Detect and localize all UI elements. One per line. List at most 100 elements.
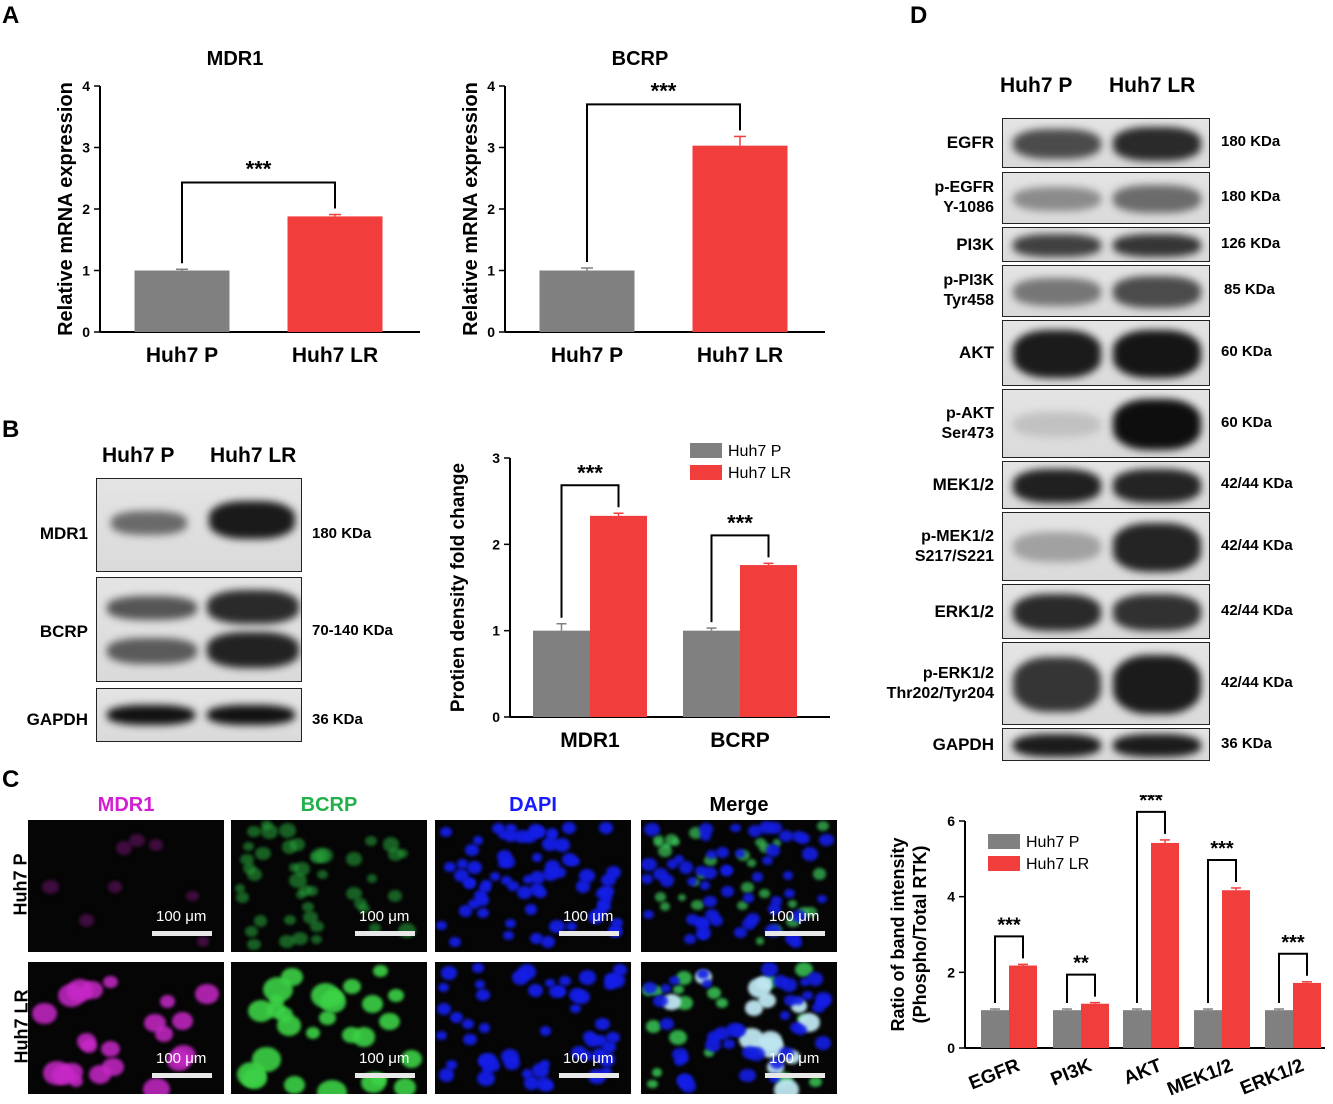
legend-label: Huh7 P xyxy=(728,443,781,460)
bar xyxy=(539,270,635,332)
cell-spot xyxy=(695,925,712,940)
cell-spot xyxy=(599,885,615,898)
cell-spot xyxy=(367,874,378,883)
cell-spot xyxy=(662,841,671,849)
cell-spot xyxy=(373,964,388,978)
cell-spot xyxy=(243,842,254,852)
cell-spot xyxy=(528,984,544,998)
cell-spot xyxy=(478,882,491,893)
cell-spot xyxy=(171,1012,193,1031)
cell-spot xyxy=(677,1054,689,1064)
micrograph-mdr1-huh7-p: 100 μm xyxy=(28,820,224,952)
cell-spot xyxy=(450,1012,464,1024)
cell-spot xyxy=(530,870,546,884)
micrograph-bcrp-huh7-lr: 100 μm xyxy=(231,962,427,1094)
band xyxy=(1013,330,1101,378)
cell-spot xyxy=(579,970,597,985)
cell-spot xyxy=(262,976,293,1003)
cell-spot xyxy=(641,857,658,872)
blot-d-row-label-line: S217/S221 xyxy=(914,547,994,565)
cell-spot xyxy=(317,869,328,879)
legend-label: Huh7 P xyxy=(1026,834,1079,851)
cell-spot xyxy=(730,823,741,833)
cell-spot xyxy=(655,892,667,902)
cell-spot xyxy=(600,894,612,904)
bar xyxy=(740,565,797,717)
cell-spot xyxy=(751,871,764,882)
cell-spot xyxy=(476,895,490,907)
cell-spot xyxy=(651,1067,663,1077)
cell-spot xyxy=(745,912,761,925)
cell-spot xyxy=(242,862,257,875)
cell-spot xyxy=(284,914,297,925)
cell-spot xyxy=(584,1034,600,1047)
y-tick-label: 2 xyxy=(82,201,90,217)
blot-d-lane-row xyxy=(1002,265,1210,317)
significance-bracket xyxy=(1278,952,1308,1004)
cell-spot xyxy=(768,903,782,915)
cell-spot xyxy=(762,855,774,865)
cell-spot xyxy=(738,1028,765,1050)
x-tick-label: EGFR xyxy=(966,1055,1023,1094)
cell-spot xyxy=(772,839,782,847)
cell-spot xyxy=(784,888,796,899)
cell-spot xyxy=(237,1061,266,1087)
blot-d-row-label: ERK1/2 xyxy=(840,602,994,622)
cell-spot xyxy=(476,907,489,919)
cell-spot xyxy=(767,821,782,834)
cell-spot xyxy=(756,975,773,990)
cell-spot xyxy=(703,1047,715,1058)
blot-d-row-label-line: EGFR xyxy=(946,133,994,152)
cell-spot xyxy=(503,930,514,940)
cell-spot xyxy=(559,975,572,987)
band xyxy=(1113,126,1201,162)
cell-spot xyxy=(67,979,94,1002)
bar xyxy=(1265,1010,1293,1048)
cell-spot xyxy=(596,899,608,909)
cell-spot xyxy=(291,931,308,946)
cell-spot xyxy=(159,995,176,1009)
cell-spot xyxy=(76,1032,97,1050)
significance-label: ** xyxy=(1073,953,1089,975)
cell-spot xyxy=(792,995,805,1006)
blot-d-kda: 126 KDa xyxy=(1221,234,1281,252)
significance-bracket xyxy=(586,103,741,263)
scale-bar-label: 100 μm xyxy=(359,908,410,925)
scale-bar-label: 100 μm xyxy=(156,1050,207,1067)
lane-header-huh7-lr: Huh7 LR xyxy=(210,444,297,467)
cell-spot xyxy=(748,825,763,838)
cell-spot xyxy=(255,846,271,860)
column-header-dapi: DAPI xyxy=(509,794,557,816)
cell-spot xyxy=(540,935,556,948)
legend-swatch xyxy=(988,834,1020,849)
blot-d-row-label-line: p-EGFR xyxy=(934,179,994,196)
blot-b-lane-gapdh xyxy=(96,688,302,742)
x-tick-label: PI3K xyxy=(1048,1055,1095,1090)
cell-spot xyxy=(697,918,710,929)
cell-spot xyxy=(128,833,145,848)
cell-spot xyxy=(705,850,717,860)
cell-spot xyxy=(612,963,627,976)
cell-spot xyxy=(580,1050,593,1061)
blot-d-row-label-line: MEK1/2 xyxy=(932,475,994,494)
cell-spot xyxy=(770,1057,785,1069)
cell-spot xyxy=(298,884,313,897)
cell-spot xyxy=(702,979,713,988)
cell-spot xyxy=(716,846,730,859)
cell-spot xyxy=(773,1079,799,1094)
cell-spot xyxy=(757,993,776,1009)
cell-spot xyxy=(143,1013,166,1033)
cell-spot xyxy=(535,888,548,899)
cell-spot xyxy=(361,994,384,1014)
cell-spot xyxy=(478,1023,490,1033)
bar xyxy=(1081,1003,1109,1048)
legend-swatch xyxy=(690,465,722,480)
band xyxy=(1013,657,1101,712)
cell-spot xyxy=(812,868,826,880)
cell-spot xyxy=(479,1052,497,1068)
scale-bar-label: 100 μm xyxy=(156,908,207,925)
cell-spot xyxy=(600,1066,612,1076)
scale-bar-label: 100 μm xyxy=(359,1050,410,1067)
cell-spot xyxy=(531,853,542,863)
x-tick-label: AKT xyxy=(1121,1055,1165,1089)
